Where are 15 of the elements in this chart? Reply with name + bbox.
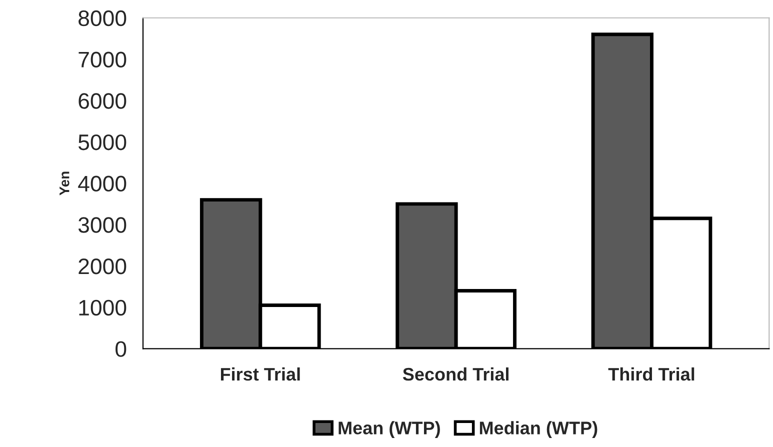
x-tick-label: Third Trial <box>608 367 694 381</box>
legend-label: Mean (WTP) <box>338 421 440 438</box>
y-tick-label: 1000 <box>79 300 126 316</box>
y-axis-title: Yen <box>60 172 70 196</box>
y-tick-label: 3000 <box>78 217 126 233</box>
x-tick-label: Second Trial <box>402 367 508 381</box>
y-tick-label: 7000 <box>78 52 126 68</box>
legend-label: Median (WTP) <box>480 421 598 438</box>
y-tick-label: 6000 <box>78 93 126 109</box>
y-tick-label: 4000 <box>78 176 126 192</box>
x-tick-label: First Trial <box>220 367 300 381</box>
y-tick-label: 8000 <box>78 10 126 26</box>
y-tick-label: 2000 <box>78 258 126 274</box>
y-tick-label: 5000 <box>78 134 126 150</box>
y-tick-label: 0 <box>116 341 126 357</box>
